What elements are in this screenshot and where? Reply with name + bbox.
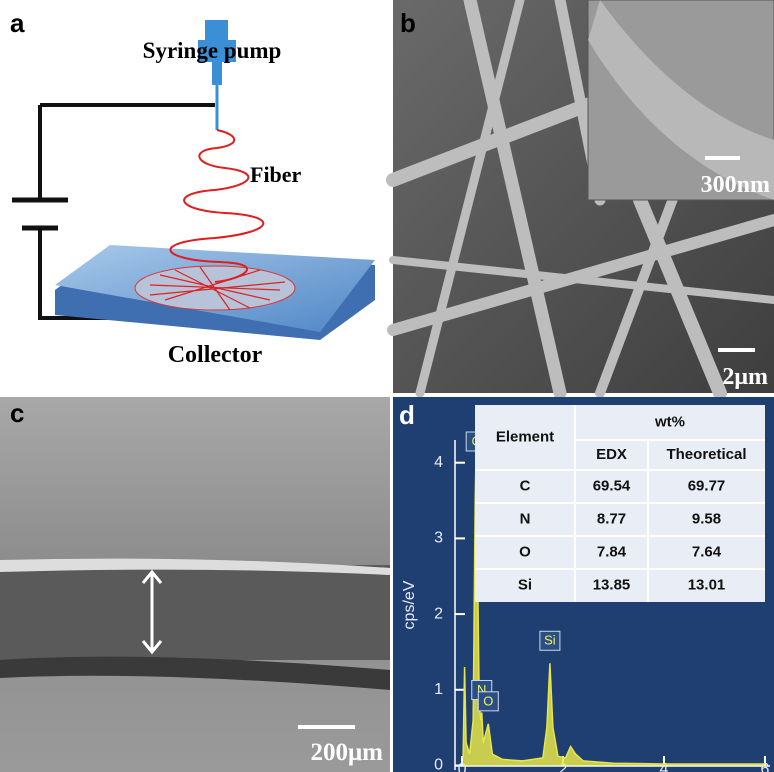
table-header: Element xyxy=(496,428,554,445)
panel-c: 200μm c xyxy=(0,397,390,772)
x-tick-label: 6 xyxy=(760,761,769,772)
table-cell: C xyxy=(520,477,531,494)
table-header: wt% xyxy=(654,413,685,430)
y-tick-label: 2 xyxy=(434,605,443,622)
fiber-label: Fiber xyxy=(250,162,302,187)
peak-label: Si xyxy=(544,633,556,648)
table-cell: Si xyxy=(518,576,532,593)
scale-label: 2μm xyxy=(722,364,768,390)
panel-label: a xyxy=(10,8,25,38)
table-cell: 69.54 xyxy=(593,477,631,494)
panel-d: d cps/eV 012340246CNOSiElementwt%EDXTheo… xyxy=(393,397,774,772)
table-cell: 7.84 xyxy=(597,543,627,560)
syringe-label: Syringe pump xyxy=(143,38,282,63)
panel-label: d xyxy=(399,400,415,430)
figure: a Syringe pump Fiber Collector 300nm 2μm… xyxy=(0,0,774,772)
table-header: Theoretical xyxy=(666,446,746,463)
table-cell: 7.64 xyxy=(692,543,722,560)
fiber-layer xyxy=(0,565,390,660)
table-cell: O xyxy=(519,543,531,560)
y-tick-label: 0 xyxy=(434,757,443,772)
scale-label: 200μm xyxy=(311,739,384,766)
scale-label: 300nm xyxy=(701,172,770,198)
table-cell: 69.77 xyxy=(688,477,726,494)
peak-label: O xyxy=(483,693,493,708)
table-cell: 13.85 xyxy=(593,576,631,593)
panel-label: b xyxy=(400,8,416,38)
y-axis-label: cps/eV xyxy=(401,580,418,629)
panel-a: a Syringe pump Fiber Collector xyxy=(0,0,390,393)
x-tick-label: 4 xyxy=(660,761,669,772)
table-cell: N xyxy=(520,510,531,527)
table-cell: 8.77 xyxy=(597,510,626,527)
y-tick-label: 3 xyxy=(434,530,443,547)
panel-label: c xyxy=(10,398,24,428)
table-header: EDX xyxy=(596,446,627,463)
panel-b: 300nm 2μm b xyxy=(393,0,774,393)
table-cell: 13.01 xyxy=(688,576,726,593)
collector-label: Collector xyxy=(168,342,263,368)
y-tick-label: 4 xyxy=(434,454,443,471)
table-cell: 9.58 xyxy=(692,510,721,527)
y-tick-label: 1 xyxy=(434,681,443,698)
